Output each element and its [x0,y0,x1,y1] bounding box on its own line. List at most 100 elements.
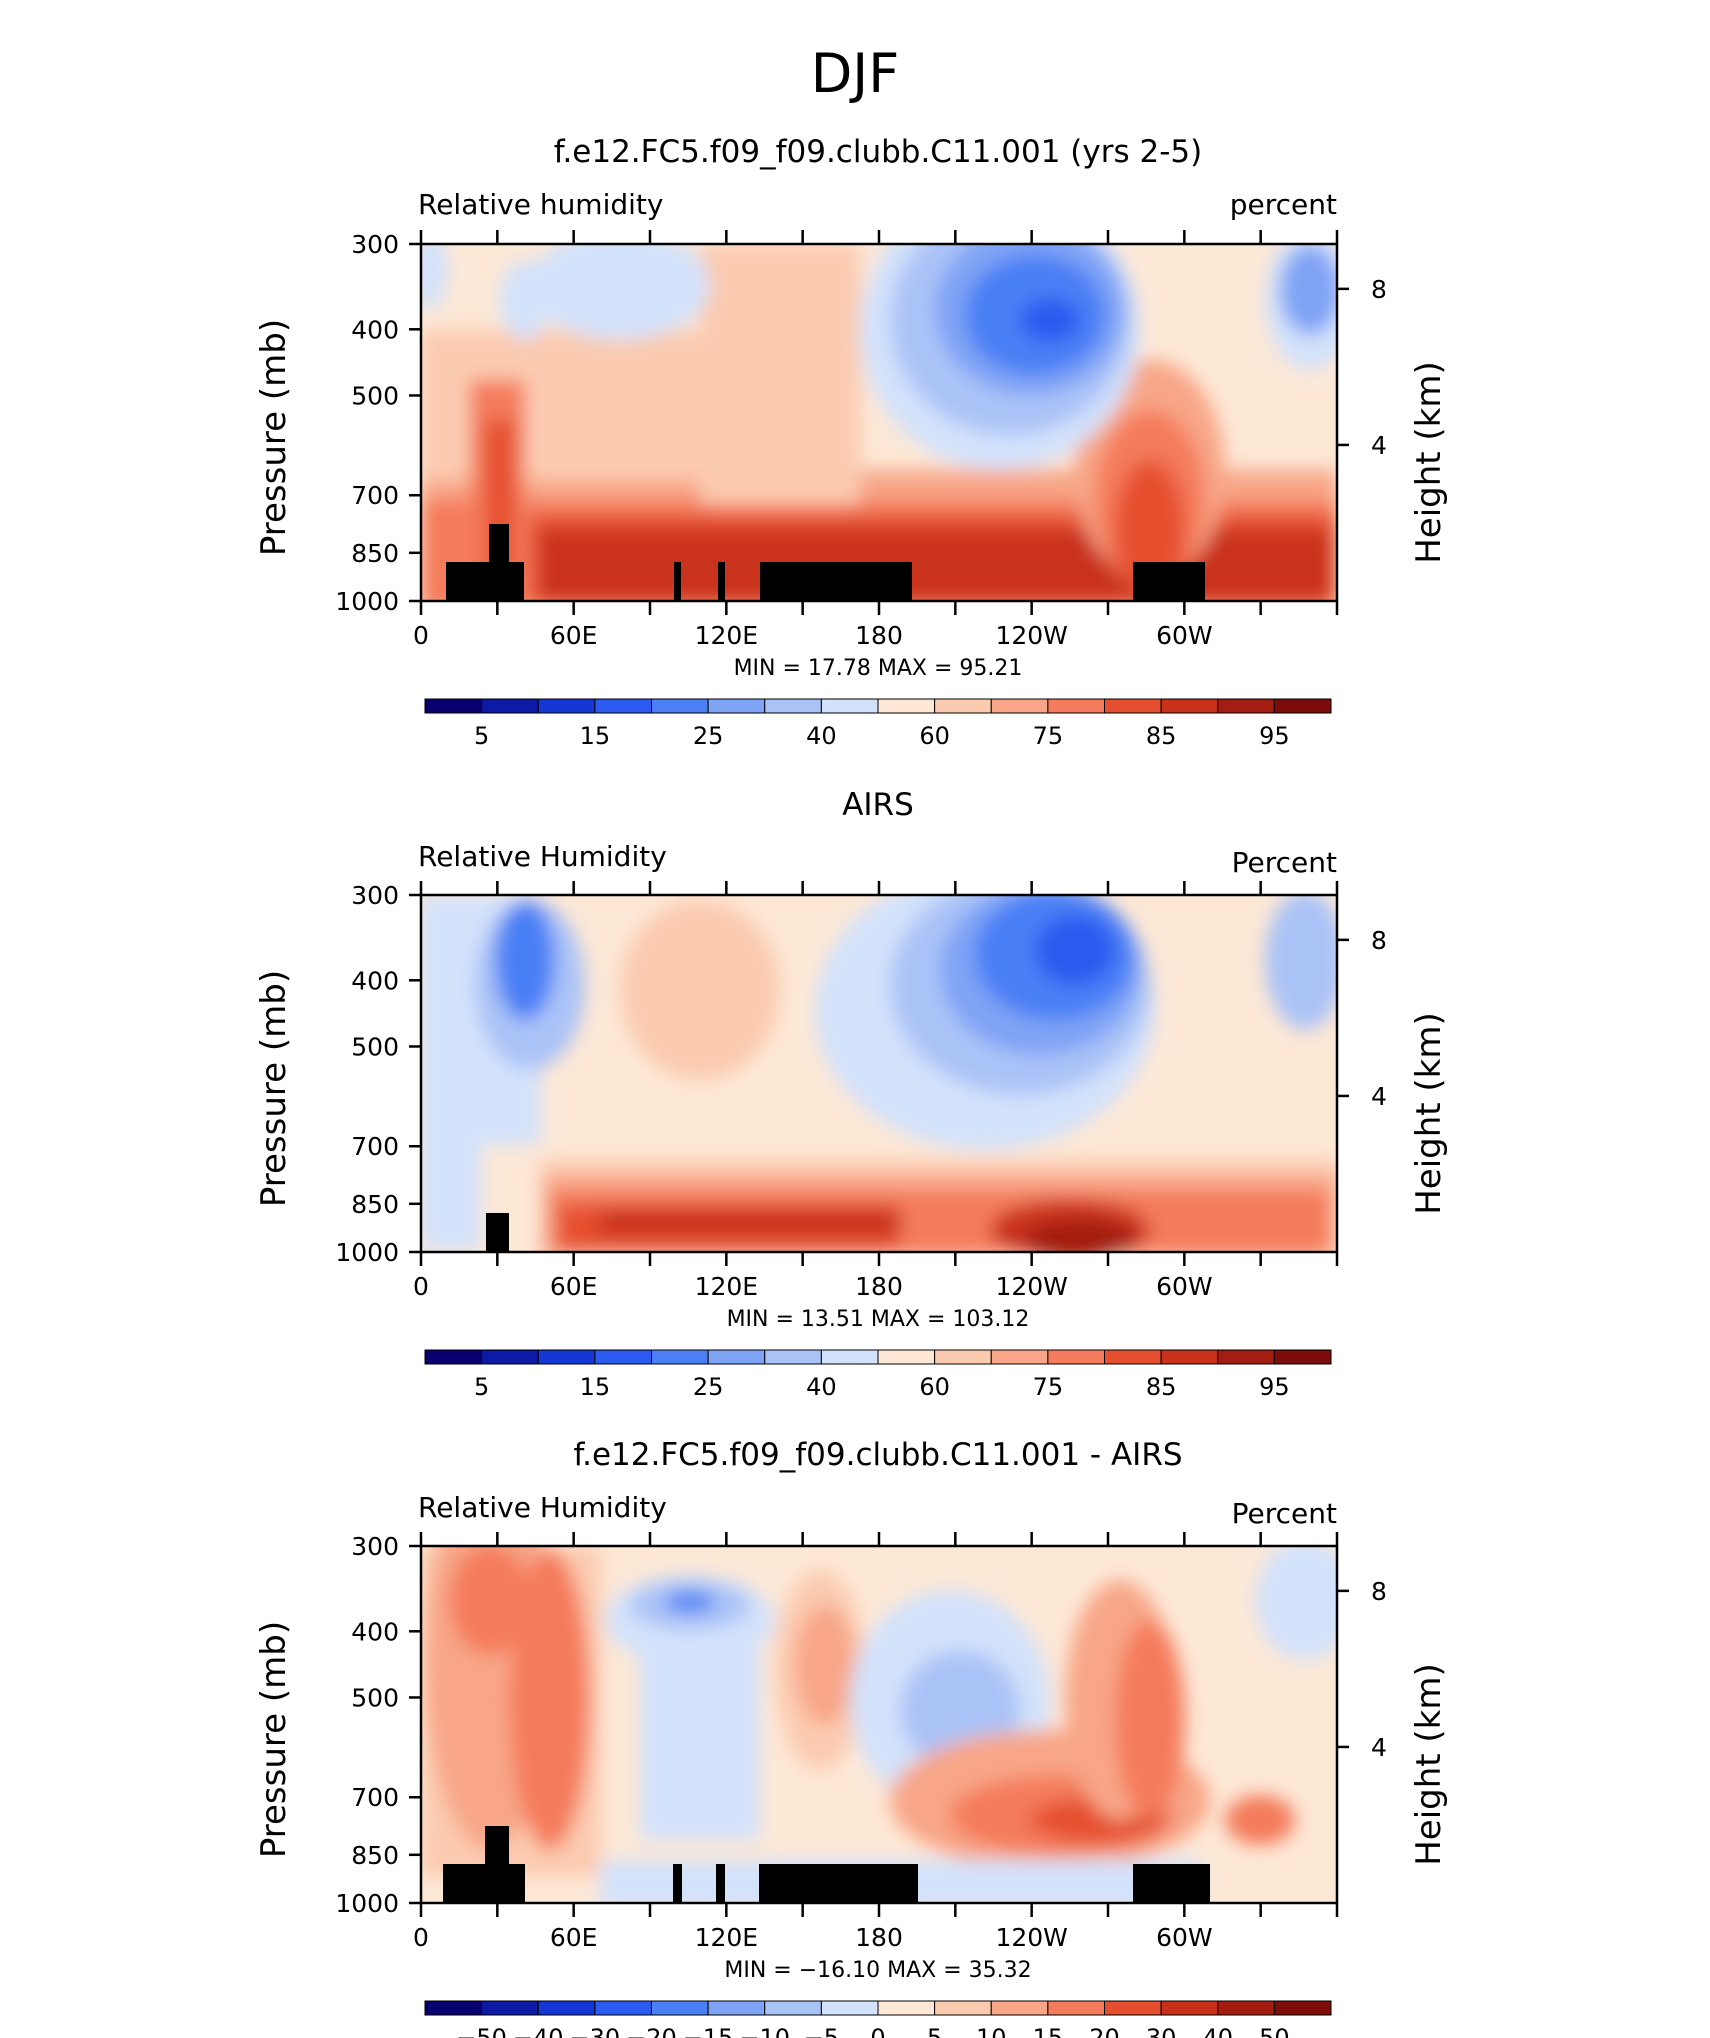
y-tick-label: 700 [351,1132,399,1161]
x-tick-label: 60E [550,621,598,650]
y-tick-label: 850 [351,1190,399,1219]
colorbar-swatch [594,2000,652,2016]
x-tick-label: 180 [855,1923,903,1952]
colorbar-swatch [1273,2000,1332,2016]
y-tick-label: 400 [351,1617,399,1646]
colorbar-label: 20 [1089,2024,1120,2038]
colorbar-label: 15 [580,722,611,750]
x-tick-label: 60E [550,1272,598,1301]
colorbar-label: 40 [1202,2024,1233,2038]
colorbar-swatch [1160,698,1219,714]
colorbar-swatch [651,1349,709,1365]
y-right-tick-label: 4 [1371,1082,1387,1111]
colorbar-swatch [537,1349,596,1365]
colorbar-swatch [820,2000,879,2016]
contour-field [421,1546,1337,1903]
colorbar-swatch [594,698,652,714]
colorbar-swatch [934,698,992,714]
land-mask [443,1826,1210,1903]
colorbar-label: −20 [626,2024,677,2038]
colorbar-label: 10 [976,2024,1007,2038]
colorbar-swatch [820,698,879,714]
colorbar-swatch [1104,1349,1162,1365]
colorbar-label: −5 [804,2024,839,2038]
plot-area [419,1544,1339,1905]
colorbar-label: 5 [927,2024,942,2038]
colorbar-swatch [877,2000,936,2016]
x-tick-label: 180 [855,621,903,650]
colorbar-swatch [1217,2000,1275,2016]
colorbar-label: −10 [739,2024,790,2038]
y-right-axis-title: Height (km) [1409,1663,1449,1866]
colorbar-swatch [764,2000,822,2016]
y-tick-label: 500 [351,1683,399,1712]
colorbar-swatch [1160,2000,1219,2016]
colorbar-label: 60 [919,1373,950,1401]
colorbar-swatch [651,2000,709,2016]
colorbar-label: 15 [580,1373,611,1401]
x-tick-label: 120W [995,1923,1067,1952]
colorbar-swatch [990,1349,1049,1365]
colorbar-swatch [820,1349,879,1365]
plot-area [419,893,1339,1254]
colorbar-label: 75 [1033,1373,1064,1401]
units-label: Percent [1232,846,1337,879]
panel-title: AIRS [842,787,914,823]
colorbar-swatch [764,698,822,714]
colorbar-swatch [990,2000,1049,2016]
y-tick-label: 700 [351,481,399,510]
y-right-axis-title: Height (km) [1409,1012,1449,1215]
colorbar-swatch [877,698,936,714]
x-tick-label: 0 [413,1923,429,1952]
x-tick-label: 120W [995,621,1067,650]
colorbar-swatch [1104,2000,1162,2016]
colorbar-label: 85 [1146,1373,1177,1401]
colorbar-swatch [1047,1349,1105,1365]
y-tick-label: 500 [351,1032,399,1061]
colorbar-label: 95 [1259,722,1290,750]
y-right-tick-label: 8 [1371,926,1387,955]
colorbar-label: −30 [570,2024,621,2038]
y-right-tick-label: 4 [1371,431,1387,460]
y-axis-title: Pressure (mb) [254,970,294,1207]
variable-label: Relative humidity [418,188,663,221]
colorbar-swatch [424,698,483,714]
colorbar-swatch [1047,698,1105,714]
colorbar-label: 30 [1146,2024,1177,2038]
plot-area [419,242,1339,603]
units-label: percent [1230,188,1337,221]
y-tick-label: 1000 [335,1889,399,1918]
y-right-axis-title: Height (km) [1409,361,1449,564]
colorbar-swatch [707,698,766,714]
land-mask [446,524,1205,601]
colorbar-label: 60 [919,722,950,750]
y-tick-label: 400 [351,966,399,995]
colorbar-swatch [1104,698,1162,714]
variable-label: Relative Humidity [418,840,667,873]
colorbar-swatch [537,2000,596,2016]
y-tick-label: 300 [351,881,399,910]
colorbar-label: −50 [456,2024,507,2038]
colorbar-swatch [877,1349,936,1365]
x-tick-label: 120W [995,1272,1067,1301]
colorbar-swatch [481,1349,539,1365]
colorbar-swatch [1273,698,1332,714]
variable-label: Relative Humidity [418,1491,667,1524]
x-tick-label: 120E [695,621,759,650]
colorbar-label: 5 [474,722,489,750]
colorbar-swatch [707,1349,766,1365]
y-tick-label: 300 [351,1532,399,1561]
y-tick-label: 1000 [335,587,399,616]
stats-label: MIN = 13.51 MAX = 103.12 [727,1307,1030,1332]
colorbar-swatch [481,698,539,714]
colorbar-swatch [764,1349,822,1365]
colorbar-swatch [1047,2000,1105,2016]
panel-title: f.e12.FC5.f09_f09.clubb.C11.001 - AIRS [573,1437,1182,1473]
y-right-tick-label: 4 [1371,1733,1387,1762]
colorbar-swatch [934,1349,992,1365]
panel-title: f.e12.FC5.f09_f09.clubb.C11.001 (yrs 2-5… [554,134,1202,170]
colorbar-label: −15 [683,2024,734,2038]
colorbar-label: 95 [1259,1373,1290,1401]
y-tick-label: 700 [351,1783,399,1812]
